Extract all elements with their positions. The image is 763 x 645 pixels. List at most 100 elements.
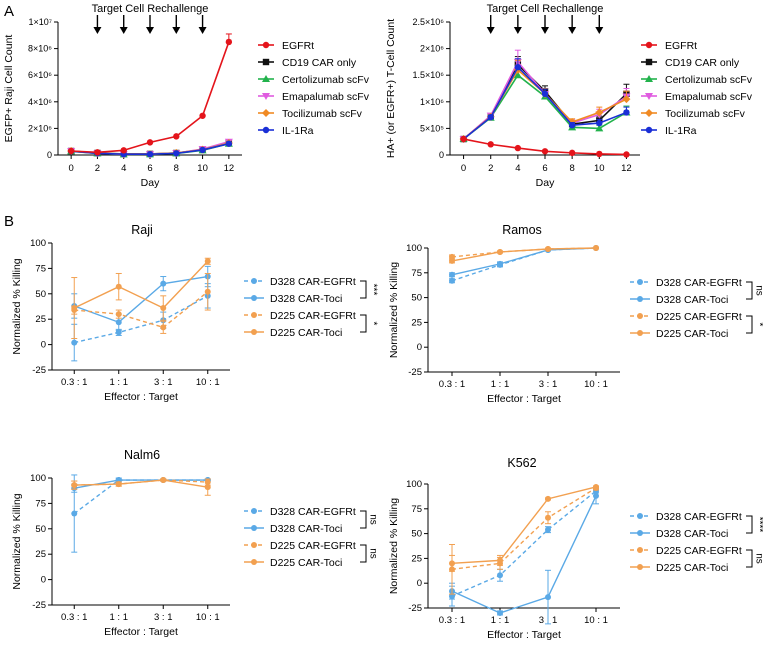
data-point (115, 329, 122, 336)
x-tick-label: 0 (68, 163, 73, 174)
data-point (173, 150, 180, 157)
y-tick-label: 75 (35, 498, 46, 509)
data-point (146, 151, 154, 158)
legend-label: D225 CAR-EGFRt (656, 311, 742, 323)
significance-bracket (746, 515, 753, 534)
legend-item-egfrt: EGFRt (641, 40, 697, 52)
data-point (204, 288, 211, 295)
legend-item-cd19-car-only: CD19 CAR only (641, 57, 740, 69)
y-tick-label: 2×10⁶ (28, 123, 52, 133)
rechallenge-label: Target Cell Rechallenge (92, 3, 209, 15)
data-point (225, 38, 233, 46)
legend-marker (637, 547, 643, 553)
x-axis-title: Effector : Target (487, 393, 561, 405)
data-point (545, 495, 551, 502)
x-axis-title: Day (141, 177, 160, 189)
x-tick-label: 1 : 1 (110, 377, 129, 388)
data-point (71, 510, 78, 517)
y-tick-label: 100 (30, 473, 46, 484)
y-tick-label: -25 (408, 603, 422, 614)
legend-item-tocilizumab-scfv: Tocilizumab scFv (258, 108, 363, 120)
chart-title: Nalm6 (124, 448, 160, 462)
data-point (568, 122, 576, 129)
series-line (73, 260, 209, 309)
chart-nalm6-killing: Nalm6 -25 0 25 50 75 100 0.3 : 1 1 : 1 3 : 1 10 : … (11, 448, 378, 638)
x-tick-label: 1 : 1 (110, 612, 129, 623)
data-point (160, 305, 167, 312)
data-point (596, 150, 603, 158)
x-axis-title: Effector : Target (104, 626, 178, 638)
series-d225-car-egfrt (71, 477, 211, 490)
series-certolizumab-scfv (459, 67, 631, 143)
data-point (623, 109, 630, 116)
series-line (451, 247, 597, 276)
data-point (545, 526, 551, 533)
rechallenge-arrow-head (198, 27, 207, 34)
rechallenge-arrow-head (513, 27, 522, 34)
legend-marker (645, 93, 653, 100)
data-point (67, 147, 75, 155)
data-point (497, 572, 503, 579)
legend-item-il-1ra: IL-1Ra (641, 125, 697, 137)
x-tick-label: 10 : 1 (584, 379, 608, 390)
data-point (115, 481, 122, 488)
series-line (451, 486, 597, 565)
x-tick-label: 4 (515, 163, 520, 174)
data-point (204, 258, 211, 265)
legend-label: D225 CAR-Toci (270, 327, 342, 339)
legend-marker (251, 508, 257, 514)
x-tick-label: 8 (174, 163, 179, 174)
significance-bracket (746, 549, 753, 568)
legend-marker (645, 41, 653, 49)
series-line (451, 490, 597, 597)
data-point (541, 148, 549, 155)
data-point (497, 248, 503, 255)
legend-label: D328 CAR-EGFRt (270, 276, 356, 288)
panel-label-a: A (4, 3, 14, 20)
x-tick-label: 10 (197, 163, 208, 174)
data-point (449, 277, 455, 284)
series-line (74, 295, 209, 344)
significance-bracket (746, 281, 753, 300)
legend-item-d328-car-egfrt: D328 CAR-EGFRt (244, 276, 356, 288)
legend-item-d328-car-egfrt: D328 CAR-EGFRt (630, 277, 742, 289)
legend-item-d328-car-toci: D328 CAR-Toci (630, 528, 728, 540)
y-tick-label: 1×10⁷ (28, 17, 52, 27)
y-tick-label: 75 (411, 504, 422, 515)
legend-marker (637, 530, 643, 536)
x-tick-label: 1 : 1 (491, 615, 510, 626)
x-tick-label: 12 (224, 163, 235, 174)
legend-marker (251, 329, 257, 335)
y-axis-title: Normalized % Killing (11, 493, 23, 589)
y-axis-title: Normalized % Killing (388, 498, 400, 594)
x-tick-label: 3 : 1 (154, 377, 173, 388)
data-point (71, 305, 78, 312)
x-tick-label: 10 : 1 (196, 612, 220, 623)
y-axis-title: Normalized % Killing (388, 262, 400, 358)
legend-label: D328 CAR-Toci (656, 294, 728, 306)
data-point (593, 483, 599, 490)
y-tick-label: 0 (41, 575, 46, 586)
legend-label: Certolizumab scFv (282, 74, 370, 86)
series-tocilizumab-scfv (459, 59, 631, 144)
y-tick-label: 100 (406, 479, 422, 490)
data-point (623, 151, 630, 158)
panel-label-b: B (4, 213, 14, 230)
y-tick-label: 50 (35, 524, 46, 535)
legend-marker (645, 58, 653, 66)
data-point (514, 144, 522, 152)
x-axis-title: Effector : Target (104, 391, 178, 403)
x-tick-label: 4 (121, 163, 126, 174)
y-tick-label: 100 (30, 238, 46, 249)
rechallenge-arrow-head (146, 27, 154, 34)
series-line (451, 247, 597, 262)
x-tick-label: 8 (569, 163, 574, 174)
legend-item-d225-car-egfrt: D225 CAR-EGFRt (630, 545, 742, 557)
legend-marker (262, 75, 270, 82)
legend-marker (637, 279, 643, 285)
legend-marker (645, 126, 653, 134)
series-line (463, 65, 627, 140)
significance-label: * (753, 323, 763, 327)
significance-label: ns (367, 514, 378, 525)
